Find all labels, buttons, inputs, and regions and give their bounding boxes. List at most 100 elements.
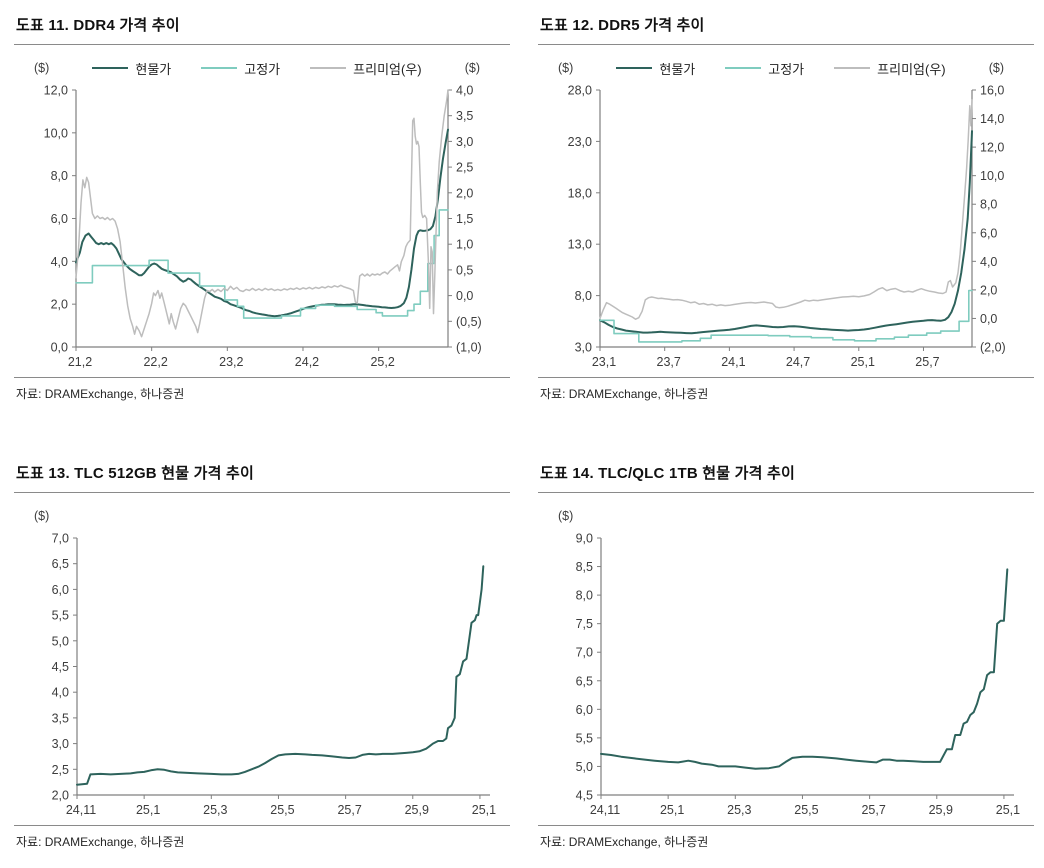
y-axis-tick-label: 12,0 [44, 84, 68, 98]
series-spot-line [599, 130, 973, 335]
series-spot-line [75, 128, 449, 318]
y-axis-tick-label: 5,5 [576, 731, 593, 745]
y-axis-tick-label: 4,5 [52, 660, 69, 674]
legend-label-premium: 프리미엄(우) [353, 61, 422, 77]
y-axis-tick-label: 3,5 [52, 711, 69, 725]
y-axis-tick-label: 28,0 [568, 84, 592, 98]
right-axis-tick-label: 0,0 [980, 312, 997, 326]
y-axis-tick-label: 3,0 [575, 341, 592, 355]
legend-row: ($) 현물가 고정가 프리미엄(우) ($) [14, 58, 510, 78]
right-axis-tick-label: (0,5) [456, 315, 482, 329]
tlc512-price-chart: 7,0 6,5 6,0 5,5 5,0 4,5 4,0 3,5 3,0 2,5 2,024,11 25… [52, 532, 497, 818]
right-axis-tick-label: (2,0) [980, 341, 1006, 355]
x-axis-tick-label: 25,7 [861, 803, 885, 817]
unit-row: ($) [14, 506, 510, 526]
left-axis-unit: ($) [34, 509, 50, 523]
left-axis-unit: ($) [558, 61, 574, 75]
y-axis-tick-label: 6,0 [576, 703, 593, 717]
chart-title-ddr4: 도표 11. DDR4 가격 추이 [14, 12, 510, 45]
legend-label-fixed: 고정가 [244, 61, 281, 77]
x-axis-tick-label: 25,9 [405, 803, 429, 817]
right-axis-unit: ($) [988, 61, 1004, 75]
legend-row: ($) 현물가 고정가 프리미엄(우) ($) [538, 58, 1034, 78]
y-axis-tick-label: 5,5 [52, 609, 69, 623]
y-axis-tick-label: 2,0 [51, 298, 68, 312]
x-axis-tick-label: 25,1 [136, 803, 160, 817]
y-axis-tick-label: 6,0 [52, 583, 69, 597]
right-axis-tick-label: 0,5 [456, 263, 473, 277]
premium-line-swatch [834, 67, 871, 69]
right-axis-tick-label: 2,0 [456, 186, 473, 200]
x-axis-tick-label: 25,2 [370, 355, 394, 369]
y-axis-tick-label: 7,5 [576, 617, 593, 631]
x-axis-tick-label: 25,3 [203, 803, 227, 817]
spot-line-swatch [92, 67, 129, 69]
source-note: 자료: DRAMExchange, 하나증권 [14, 377, 510, 402]
y-axis-tick-label: 4,0 [52, 686, 69, 700]
y-axis-tick-label: 5,0 [52, 634, 69, 648]
legend: 현물가 고정가 프리미엄(우) [92, 59, 422, 78]
charts-grid: 도표 11. DDR4 가격 추이 ($) 현물가 고정가 프리미엄(우) ($… [14, 12, 1034, 850]
x-axis-tick-label: 25,1 [851, 355, 875, 369]
x-axis-tick-label: 24,1 [721, 355, 745, 369]
x-axis-tick-label: 25,1 [472, 803, 496, 817]
x-axis-tick-label: 25,1 [660, 803, 684, 817]
y-axis-tick-label: 2,0 [52, 789, 69, 803]
left-axis-unit: ($) [34, 61, 50, 75]
spot-line-swatch [616, 67, 653, 69]
y-axis-tick-label: 23,0 [568, 135, 592, 149]
legend-item-fixed: 고정가 [201, 59, 280, 78]
y-axis-tick-label: 8,0 [576, 589, 593, 603]
left-axis-unit: ($) [558, 509, 574, 523]
legend-label-spot: 현물가 [135, 61, 172, 77]
x-axis-tick-label: 24,7 [786, 355, 810, 369]
y-axis-tick-label: 13,0 [568, 238, 592, 252]
tlcqlc1tb-price-chart: 9,0 8,5 8,0 7,5 7,0 6,5 6,0 5,5 5,0 4,524,11 25,1 2… [576, 532, 1021, 818]
source-note: 자료: DRAMExchange, 하나증권 [538, 377, 1034, 402]
legend-item-fixed: 고정가 [725, 59, 804, 78]
y-axis-tick-label: 10,0 [44, 126, 68, 140]
premium-line-swatch [310, 67, 347, 69]
y-axis-tick-label: 18,0 [568, 186, 592, 200]
x-axis-tick-label: 25,3 [727, 803, 751, 817]
right-axis-tick-label: (1,0) [456, 341, 482, 355]
x-axis-tick-label: 21,2 [68, 355, 92, 369]
right-axis-tick-label: 2,5 [456, 161, 473, 175]
y-axis-tick-label: 8,0 [575, 289, 592, 303]
right-axis-tick-label: 16,0 [980, 84, 1004, 98]
series-spot-line [76, 565, 485, 786]
legend-item-spot: 현물가 [616, 59, 695, 78]
y-axis-tick-label: 7,0 [52, 532, 69, 546]
x-axis-tick-label: 24,11 [590, 803, 620, 817]
chart-card-tlcqlc1tb: 도표 14. TLC/QLC 1TB 현물 가격 추이 ($) 9,0 8,5 8,… [538, 460, 1034, 850]
chart-card-tlc512: 도표 13. TLC 512GB 현물 가격 추이 ($) 7,0 6,5 6,0 5… [14, 460, 510, 850]
right-axis-tick-label: 1,0 [456, 238, 473, 252]
right-axis-tick-label: 2,0 [980, 283, 997, 297]
x-axis-tick-label: 23,2 [219, 355, 243, 369]
right-axis-tick-label: 3,0 [456, 135, 473, 149]
legend-item-premium: 프리미엄(우) [834, 59, 946, 78]
y-axis-tick-label: 7,0 [576, 646, 593, 660]
right-axis-tick-label: 1,5 [456, 212, 473, 226]
series-premium-line [75, 89, 449, 338]
y-axis-tick-label: 8,0 [51, 169, 68, 183]
legend-item-spot: 현물가 [92, 59, 171, 78]
x-axis-tick-label: 25,1 [996, 803, 1020, 817]
fixed-line-swatch [201, 67, 238, 69]
right-axis-tick-label: 0,0 [456, 289, 473, 303]
chart-title-ddr5: 도표 12. DDR5 가격 추이 [538, 12, 1034, 45]
x-axis-tick-label: 25,9 [929, 803, 953, 817]
axes: 12,010,08,06,04,02,00,021,2 22,2 23,2 24,2 2… [44, 84, 482, 370]
y-axis-tick-label: 6,5 [576, 674, 593, 688]
y-axis-tick-label: 3,0 [52, 737, 69, 751]
legend-label-premium: 프리미엄(우) [877, 61, 946, 77]
y-axis-tick-label: 2,5 [52, 763, 69, 777]
x-axis-tick-label: 25,7 [915, 355, 939, 369]
axes: 9,0 8,5 8,0 7,5 7,0 6,5 6,0 5,5 5,0 4,524,11 25,1 2… [576, 532, 1021, 818]
series-fixed-line [599, 289, 973, 343]
y-axis-tick-label: 4,5 [576, 789, 593, 803]
series-premium-line [599, 99, 973, 320]
axes: 7,0 6,5 6,0 5,5 5,0 4,5 4,0 3,5 3,0 2,5 2,024,11 25… [52, 532, 497, 818]
chart-title-tlcqlc1tb: 도표 14. TLC/QLC 1TB 현물 가격 추이 [538, 460, 1034, 493]
y-axis-tick-label: 5,0 [576, 760, 593, 774]
